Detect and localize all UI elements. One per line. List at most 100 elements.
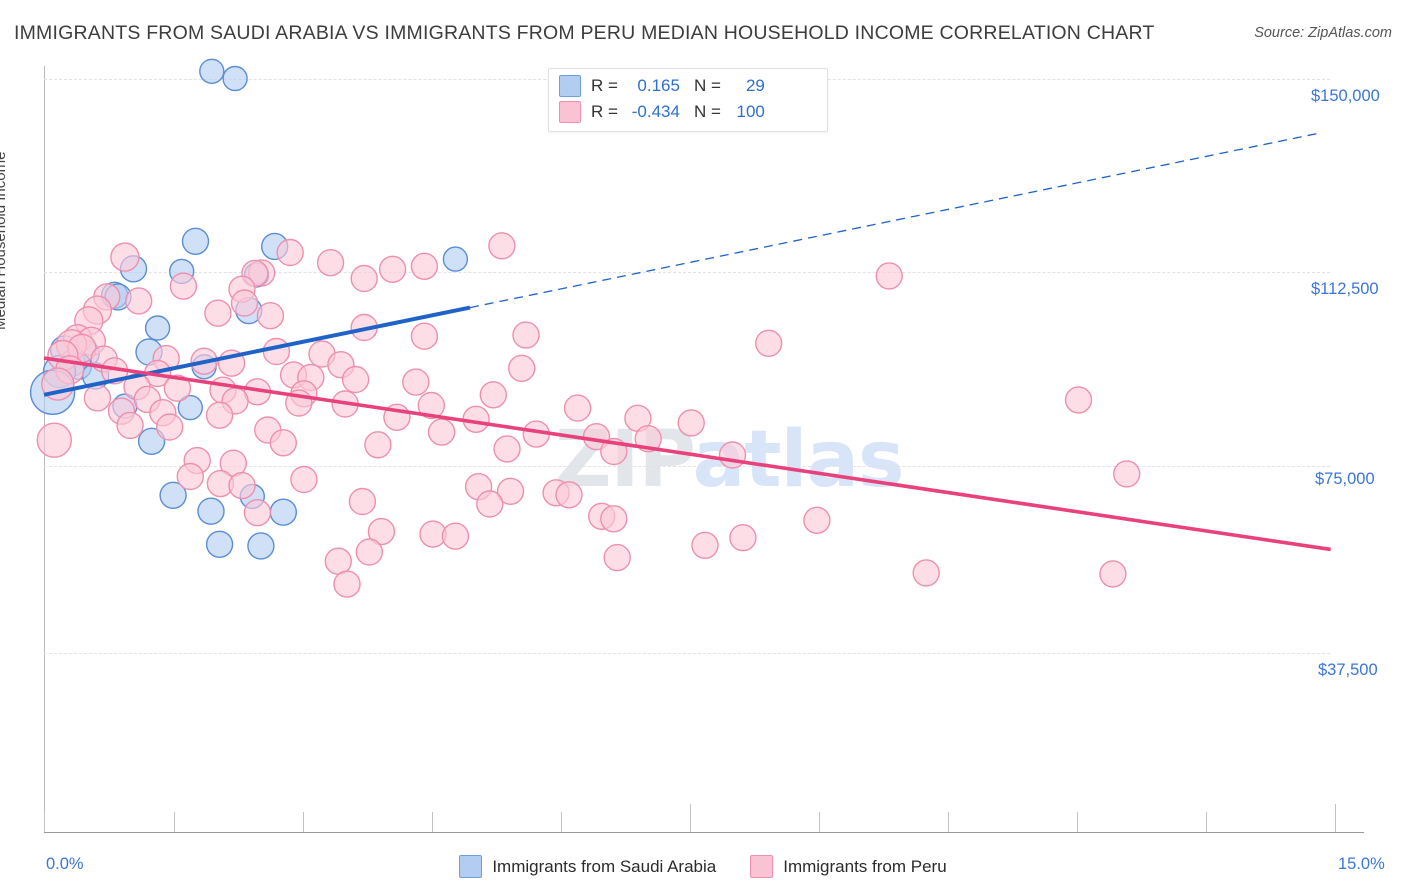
x-tick bbox=[690, 804, 691, 832]
scatter-point bbox=[875, 262, 903, 290]
scatter-point bbox=[204, 299, 232, 327]
scatter-point bbox=[378, 255, 407, 283]
scatter-point bbox=[493, 435, 521, 463]
scatter-point bbox=[488, 232, 516, 260]
x-tick bbox=[432, 812, 433, 832]
legend-item-label: Immigrants from Peru bbox=[783, 856, 947, 876]
legend-color-swatch-saudi-icon bbox=[459, 855, 483, 878]
scatter-point bbox=[512, 321, 540, 349]
scatter-point bbox=[350, 264, 378, 293]
scatter-point bbox=[729, 524, 757, 552]
scatter-point bbox=[159, 481, 187, 509]
legend-n-value: 100 bbox=[736, 102, 765, 121]
scatter-point bbox=[677, 409, 705, 437]
x-tick-label-min: 0.0% bbox=[46, 855, 84, 873]
x-tick bbox=[303, 812, 304, 832]
scatter-point bbox=[563, 394, 592, 422]
scatter-point bbox=[442, 246, 469, 272]
legend-color-swatch-peru-icon bbox=[750, 855, 774, 878]
scatter-point bbox=[402, 368, 430, 396]
scatter-point bbox=[355, 538, 383, 566]
scatter-point bbox=[555, 481, 583, 509]
scatter-point bbox=[262, 337, 291, 366]
scatter-point bbox=[83, 384, 112, 412]
scatter-point bbox=[199, 58, 225, 85]
scatter-point bbox=[691, 531, 719, 559]
legend-item-saudi[interactable]: Immigrants from Saudi Arabia bbox=[459, 855, 716, 878]
legend-r-label: R = bbox=[591, 76, 618, 95]
scatter-point bbox=[476, 490, 504, 518]
scatter-point bbox=[256, 302, 285, 330]
legend-r-label: R = bbox=[591, 102, 618, 121]
scatter-point bbox=[177, 394, 204, 421]
scatter-point bbox=[124, 287, 153, 315]
trendline-saudi-arabia bbox=[43, 305, 471, 397]
trendline-peru bbox=[43, 356, 1331, 552]
scatter-point bbox=[348, 487, 377, 516]
stats-legend-row-peru: R = -0.434 N = 100 bbox=[559, 99, 765, 125]
legend-r-value: -0.434 bbox=[631, 102, 680, 121]
x-axis-line bbox=[44, 832, 1364, 833]
gridline-112500 bbox=[44, 272, 1330, 273]
scatter-point bbox=[269, 429, 297, 457]
scatter-point bbox=[222, 65, 248, 92]
x-tick bbox=[174, 812, 175, 832]
scatter-point bbox=[364, 431, 392, 459]
scatter-point bbox=[228, 471, 256, 500]
legend-swatch-peru-icon bbox=[559, 101, 581, 123]
scatter-point bbox=[181, 227, 210, 256]
x-tick bbox=[819, 812, 820, 832]
scatter-point bbox=[276, 238, 304, 267]
scatter-point bbox=[169, 272, 198, 300]
scatter-point bbox=[243, 499, 272, 527]
scatter-point bbox=[912, 559, 940, 587]
scatter-point bbox=[176, 462, 205, 491]
scatter-point bbox=[247, 532, 275, 560]
scatter-point bbox=[417, 391, 445, 420]
x-tick bbox=[1335, 804, 1336, 832]
scatter-point bbox=[718, 441, 747, 469]
series-legend: Immigrants from Saudi Arabia Immigrants … bbox=[0, 855, 1406, 878]
scatter-series-peru bbox=[36, 232, 1141, 598]
scatter-point bbox=[155, 413, 184, 441]
scatter-point bbox=[205, 401, 234, 429]
trendline-saudi-arabia-projected bbox=[469, 131, 1323, 309]
stats-legend: R = 0.165 N = 29 R = -0.434 N = 100 bbox=[548, 68, 828, 132]
scatter-point bbox=[410, 322, 439, 350]
x-tick bbox=[948, 812, 949, 832]
scatter-point bbox=[137, 427, 166, 455]
scatter-point bbox=[496, 477, 525, 505]
legend-r-value: 0.165 bbox=[637, 76, 680, 95]
scatter-point bbox=[508, 354, 536, 382]
gridline-37500 bbox=[44, 653, 1330, 654]
y-tick-label-112500: $112,500 bbox=[1311, 280, 1379, 298]
scatter-point bbox=[1099, 560, 1127, 588]
x-tick bbox=[1077, 812, 1078, 832]
x-tick bbox=[1206, 812, 1207, 832]
scatter-point bbox=[441, 522, 470, 550]
scatter-point bbox=[1064, 386, 1093, 414]
scatter-point bbox=[230, 289, 259, 317]
scatter-point bbox=[367, 517, 396, 546]
scatter-point bbox=[324, 547, 352, 575]
x-tick bbox=[44, 812, 45, 832]
scatter-point bbox=[144, 315, 171, 341]
scatter-point bbox=[755, 329, 783, 357]
scatter-point bbox=[269, 498, 297, 526]
y-tick-label-150000: $150,000 bbox=[1311, 87, 1380, 105]
legend-n-value: 29 bbox=[745, 76, 765, 95]
x-tick bbox=[561, 812, 562, 832]
scatter-point bbox=[803, 506, 831, 534]
scatter-point bbox=[205, 530, 234, 558]
scatter-point bbox=[116, 411, 144, 440]
scatter-point bbox=[316, 249, 345, 277]
scatter-point bbox=[333, 570, 361, 598]
scatter-point bbox=[410, 252, 439, 280]
scatter-point bbox=[1112, 460, 1141, 488]
legend-item-label: Immigrants from Saudi Arabia bbox=[492, 856, 717, 876]
scatter-point bbox=[163, 374, 192, 402]
legend-item-peru[interactable]: Immigrants from Peru bbox=[750, 855, 947, 878]
legend-swatch-saudi-icon bbox=[559, 75, 581, 97]
